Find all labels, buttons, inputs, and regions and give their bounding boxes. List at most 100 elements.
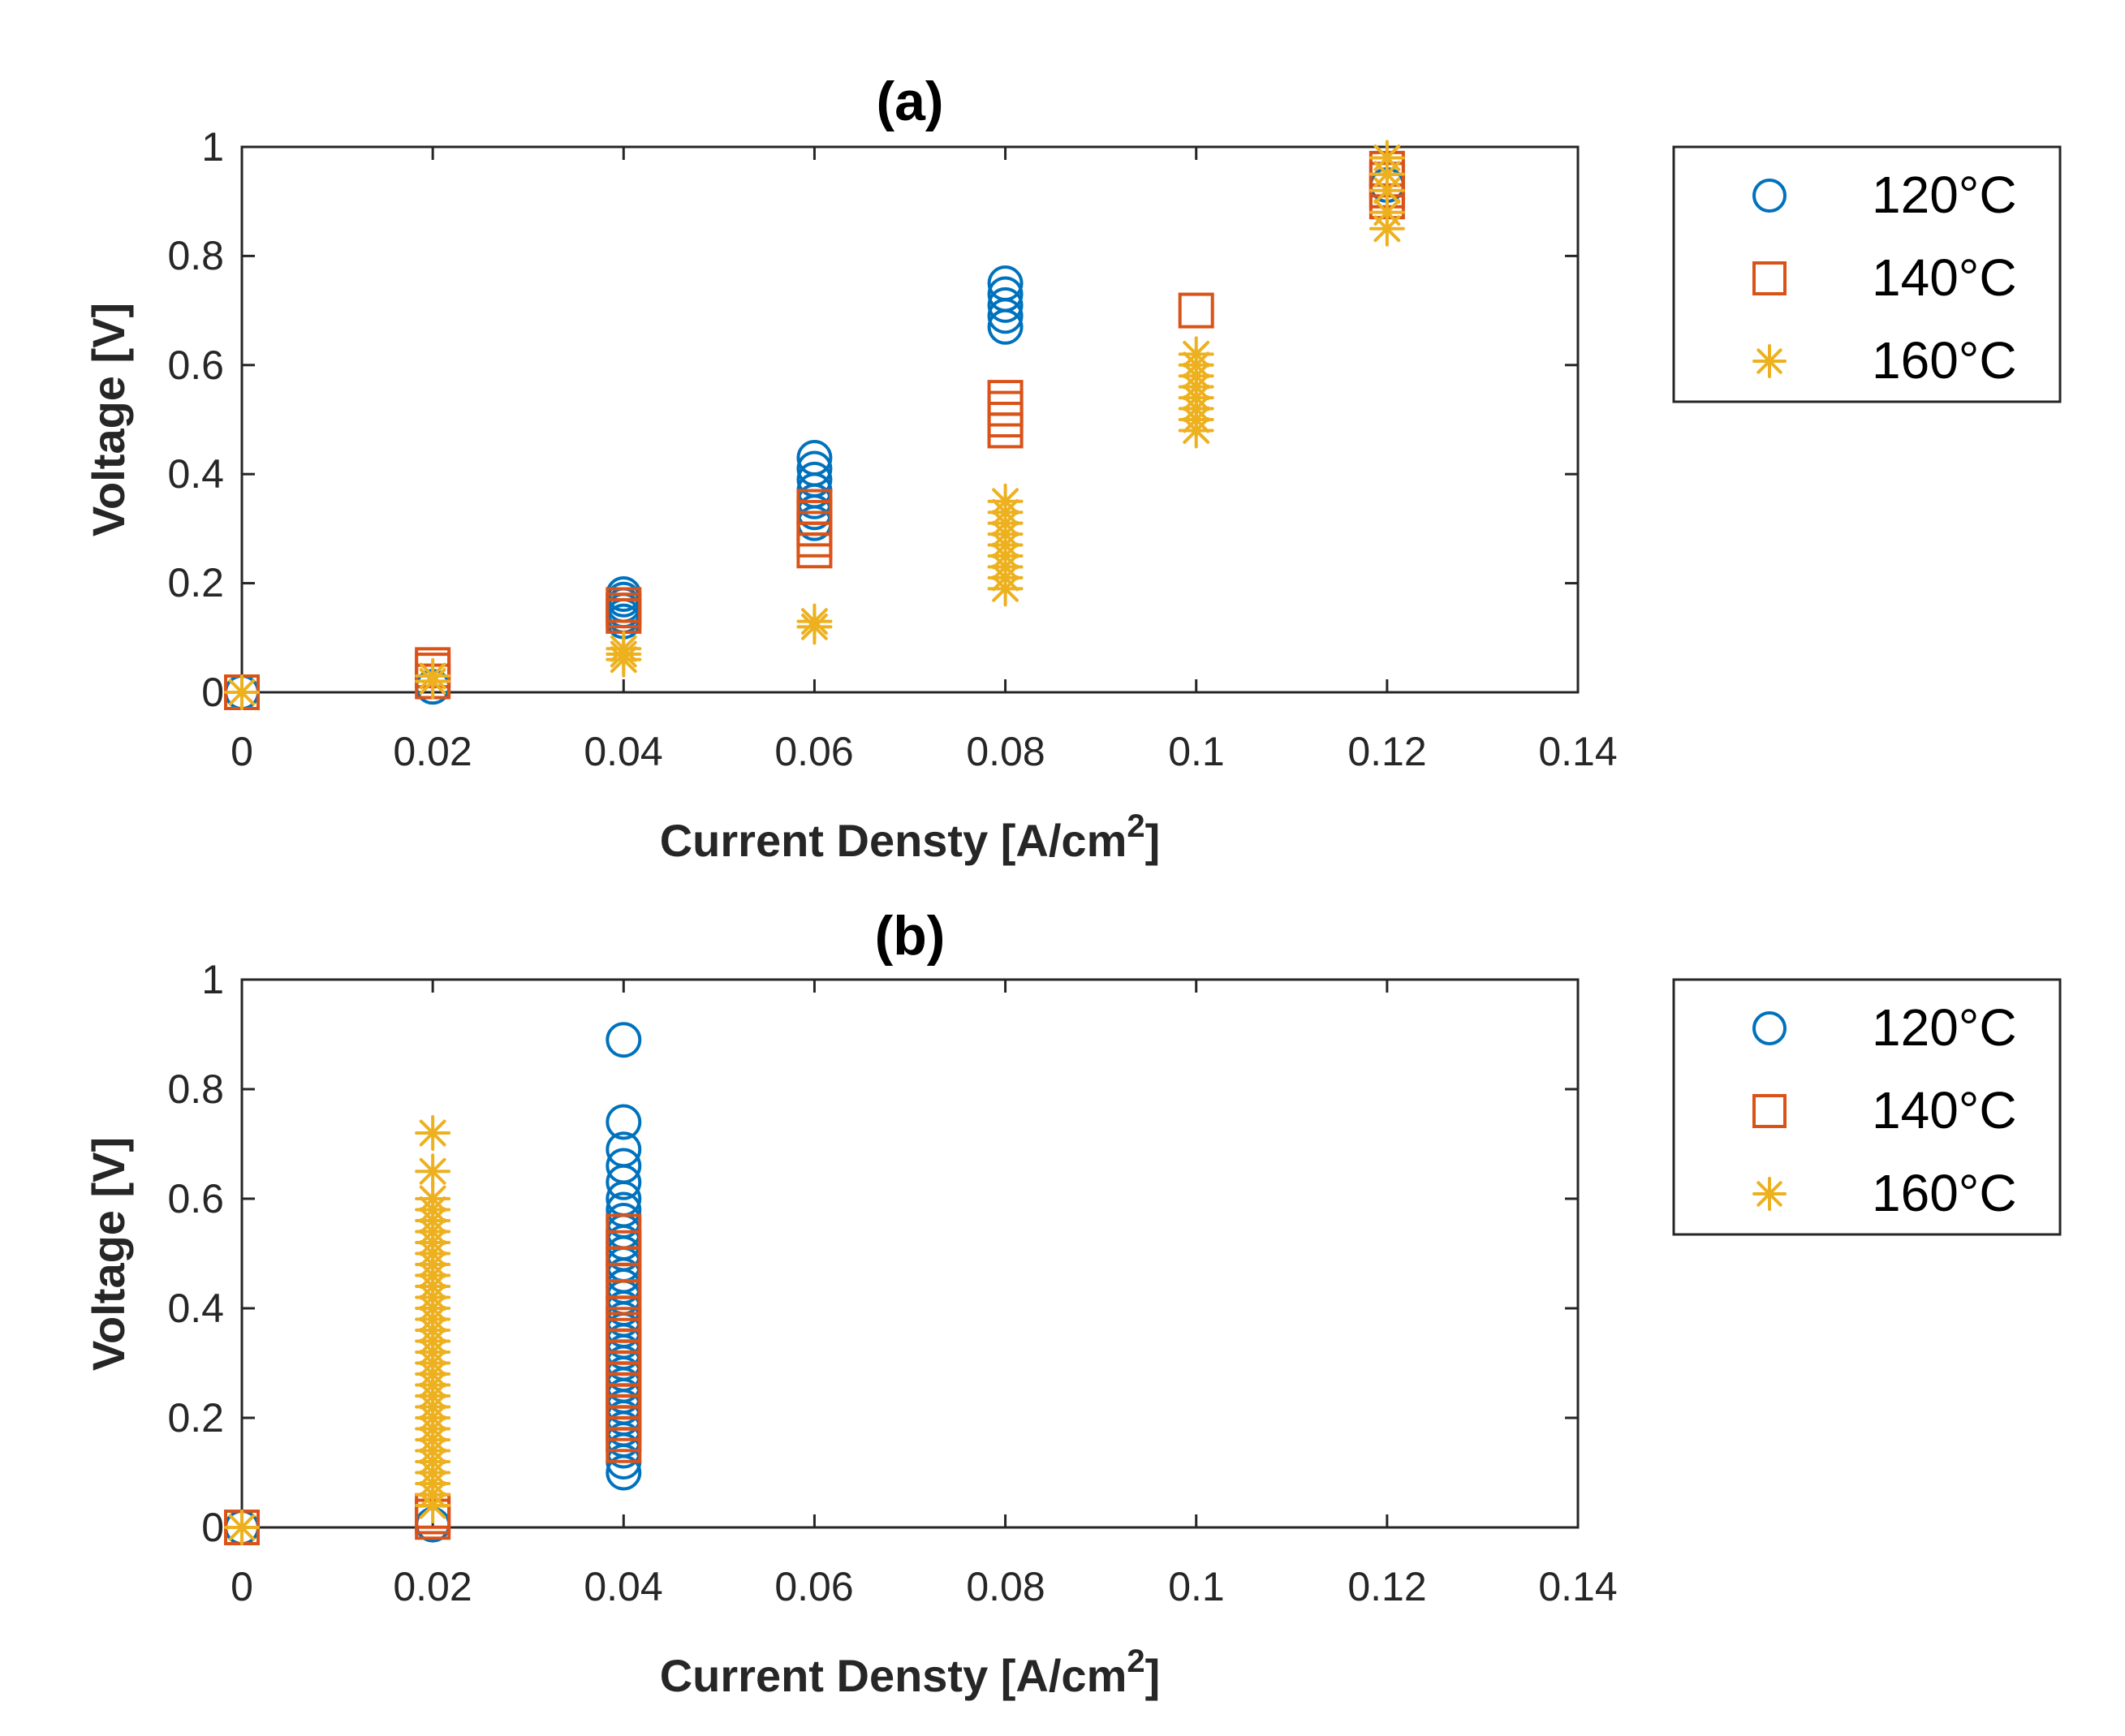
panel-a-ytick-label: 0.8 [167, 233, 224, 278]
data-point-circle [796, 450, 833, 487]
data-point-square [987, 380, 1024, 416]
asterisk-stroke [419, 1185, 446, 1213]
panel-a-plot-frame [240, 145, 1580, 694]
panel-a-legend-box [1672, 145, 2062, 403]
panel-b-xtick-label: 0.04 [584, 1564, 662, 1609]
panel-a-xtick-label: 0 [231, 729, 253, 774]
panel-b-legend-label: 160°C [1872, 1164, 2017, 1222]
data-point-asterisk [796, 603, 833, 640]
panel-b-x-axis-label-superscript: 2 [1127, 1643, 1144, 1679]
panel-a-title: (a) [876, 71, 943, 132]
panel-b-xtick-label: 0.06 [774, 1564, 853, 1609]
panel-a-legend-label: 120°C [1872, 166, 2017, 224]
panel-b-x-axis-label-bracket: ] [1145, 1650, 1161, 1701]
panel-b-ytick-label: 0 [201, 1505, 224, 1550]
data-point-square [606, 1213, 642, 1250]
panel-a-xtick-label: 0.14 [1538, 729, 1617, 774]
panel-b-y-tick-labels: 0 0.2 0.4 0.6 0.8 1 [167, 957, 224, 1550]
panel-b-ytick-label: 0.6 [167, 1176, 224, 1221]
asterisk-stroke [992, 488, 1019, 515]
panel-a-legend-label: 160°C [1872, 331, 2017, 390]
data-point-asterisk [987, 483, 1024, 519]
series-asterisk [224, 1115, 451, 1545]
panel-a-xtick-label: 0.02 [393, 729, 472, 774]
panel-b-x-axis-label-text: Current Densty [A/cm [660, 1650, 1127, 1701]
panel-a-y-tick-labels: 0 0.2 0.4 0.6 0.8 1 [167, 124, 224, 715]
panel-a-markers [224, 140, 1405, 710]
panel-a-ytick-label: 1 [201, 124, 224, 170]
panel-b-legend-box [1672, 978, 2062, 1236]
asterisk-stroke [419, 1119, 446, 1147]
data-point-asterisk [415, 1115, 451, 1151]
asterisk-stroke [1756, 1181, 1782, 1207]
asterisk-stroke [419, 1157, 446, 1185]
panel-b-legend-label: 120°C [1872, 998, 2017, 1057]
panel-b-y-axis-label: Voltage [V] [83, 1137, 134, 1371]
data-point-asterisk [415, 1153, 451, 1190]
asterisk-stroke [1756, 348, 1782, 374]
panel-a-xtick-label: 0.12 [1347, 729, 1426, 774]
legend-marker-asterisk [1752, 344, 1787, 378]
panel-a-ytick-label: 0.2 [167, 560, 224, 605]
legend-marker-square [1752, 1094, 1787, 1128]
panel-b-plot-frame [240, 978, 1580, 1529]
panel-a-legend: 120°C 140°C 160°C [1672, 145, 2062, 403]
asterisk-stroke [610, 635, 637, 662]
data-point-asterisk [1178, 336, 1214, 373]
panel-a-ytick-label: 0.4 [167, 451, 224, 497]
panel-a-ytick-label: 0 [201, 670, 224, 715]
legend-marker-square [1752, 261, 1787, 295]
panel-b-legend-label: 140°C [1872, 1081, 2017, 1139]
panel-a-xtick-label: 0.08 [966, 729, 1045, 774]
panel-a-xtick-label: 0.1 [1168, 729, 1225, 774]
data-point-circle [987, 276, 1024, 312]
asterisk-stroke [1373, 144, 1401, 171]
data-point-circle [987, 286, 1024, 323]
panel-a-x-axis-label-superscript: 2 [1127, 808, 1144, 844]
panel-b-title: (b) [875, 905, 946, 967]
panel-a: (a) 0 0.02 0.04 0.06 0.08 0.1 0.12 0.14 … [83, 71, 2062, 866]
panel-a-ytick-label: 0.6 [167, 342, 224, 388]
data-point-square [606, 587, 642, 623]
data-point-circle [796, 440, 833, 476]
panel-b-xtick-label: 0 [231, 1564, 253, 1609]
data-point-asterisk [224, 1510, 260, 1545]
panel-b-markers [224, 1022, 642, 1545]
panel-b-xtick-label: 0.1 [1168, 1564, 1225, 1609]
panel-b-xtick-label: 0.12 [1347, 1564, 1426, 1609]
panel-a-legend-markers [1752, 179, 1787, 378]
data-point-circle [606, 1104, 642, 1140]
data-point-circle [796, 461, 833, 498]
panel-b-ytick-label: 0.4 [167, 1286, 224, 1331]
asterisk-stroke [1373, 199, 1401, 226]
panel-b-ytick-label: 0.2 [167, 1395, 224, 1441]
panel-a-x-axis-label: Current Densty [A/cm2] [660, 808, 1161, 866]
legend-marker-asterisk [1752, 1177, 1787, 1211]
panel-a-xtick-label: 0.04 [584, 729, 662, 774]
panel-a-x-axis-label-bracket: ] [1145, 815, 1161, 866]
panel-b-legend-markers [1752, 1011, 1787, 1211]
panel-b-x-tick-labels: 0 0.02 0.04 0.06 0.08 0.1 0.12 0.14 [231, 1564, 1618, 1609]
asterisk-stroke [801, 608, 828, 635]
data-point-circle [606, 1131, 642, 1168]
panel-b-ytick-label: 0.8 [167, 1066, 224, 1112]
panel-a-y-axis-label: Voltage [V] [83, 303, 134, 536]
data-point-asterisk [224, 674, 260, 710]
asterisk-stroke [228, 1514, 256, 1541]
panel-b-legend: 120°C 140°C 160°C [1672, 978, 2062, 1236]
panel-b-xtick-label: 0.08 [966, 1564, 1045, 1609]
panel-a-legend-label: 140°C [1872, 248, 2017, 307]
series-asterisk [224, 140, 1405, 710]
asterisk-stroke [1183, 340, 1210, 368]
panel-a-xtick-label: 0.06 [774, 729, 853, 774]
panel-a-x-tick-labels: 0 0.02 0.04 0.06 0.08 0.1 0.12 0.14 [231, 729, 1618, 774]
panel-b-xtick-label: 0.02 [393, 1564, 472, 1609]
data-point-circle [606, 1148, 642, 1184]
panel-b: (b) 0 0.02 0.04 0.06 0.08 0.1 0.12 0.14 … [83, 905, 2062, 1701]
panel-a-x-axis-label-text: Current Densty [A/cm [660, 815, 1127, 866]
panel-b-x-axis-label: Current Densty [A/cm2] [660, 1643, 1161, 1701]
legend-marker-circle [1752, 179, 1787, 213]
data-point-circle [606, 1022, 642, 1058]
data-point-asterisk [415, 657, 451, 694]
